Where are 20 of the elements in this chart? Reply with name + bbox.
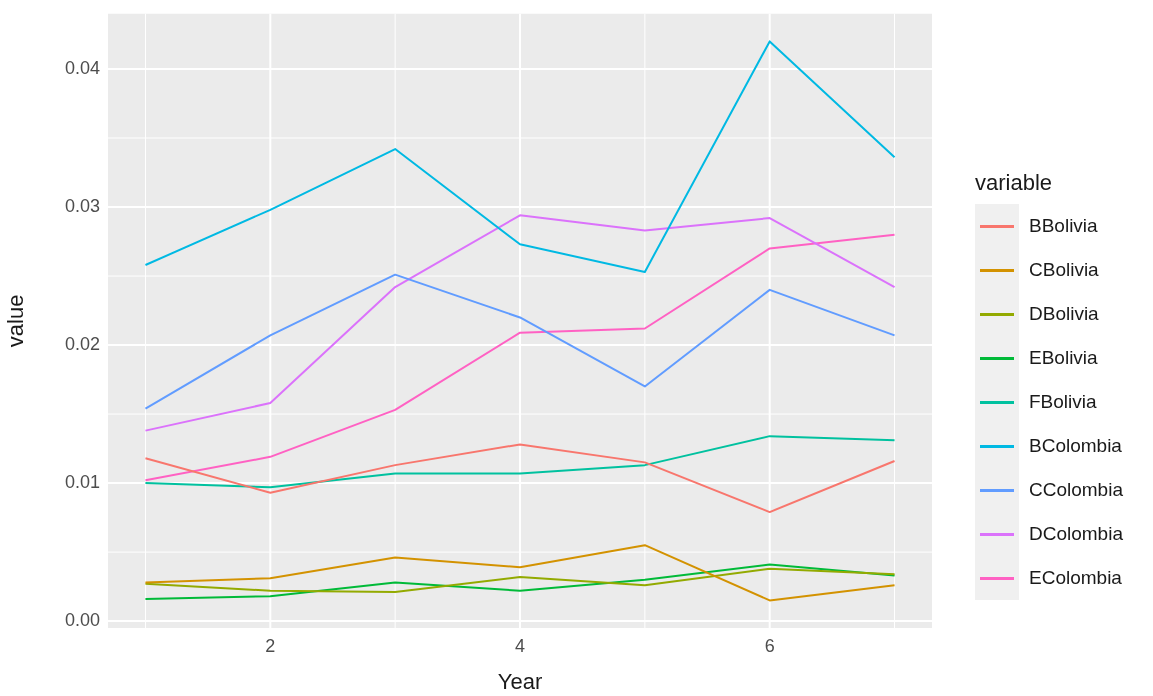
x-tick-label: 6 (764, 635, 775, 656)
y-tick-label: 0.03 (64, 196, 100, 216)
legend-label: EColombia (1029, 567, 1122, 589)
legend-label: DBolivia (1029, 303, 1099, 325)
y-tick-label: 0.00 (64, 610, 100, 631)
x-tick-label: 4 (514, 635, 526, 656)
x-axis-title: Year (497, 668, 543, 694)
legend-label: DColombia (1029, 523, 1123, 545)
legend-label: CBolivia (1029, 259, 1099, 281)
y-axis-title: value (3, 294, 29, 348)
legend-label: BColombia (1029, 435, 1122, 457)
x-tick-label: 2 (265, 635, 276, 656)
legend-label: BBolivia (1029, 215, 1098, 237)
legend-label: FBolivia (1029, 391, 1097, 413)
y-tick-label: 0.01 (64, 472, 100, 493)
legend-title: variable (975, 170, 1054, 196)
legend-label: EBolivia (1029, 347, 1098, 369)
legend-label: CColombia (1029, 479, 1123, 501)
y-tick-label: 0.04 (64, 57, 100, 78)
y-tick-label: 0.02 (64, 334, 100, 355)
